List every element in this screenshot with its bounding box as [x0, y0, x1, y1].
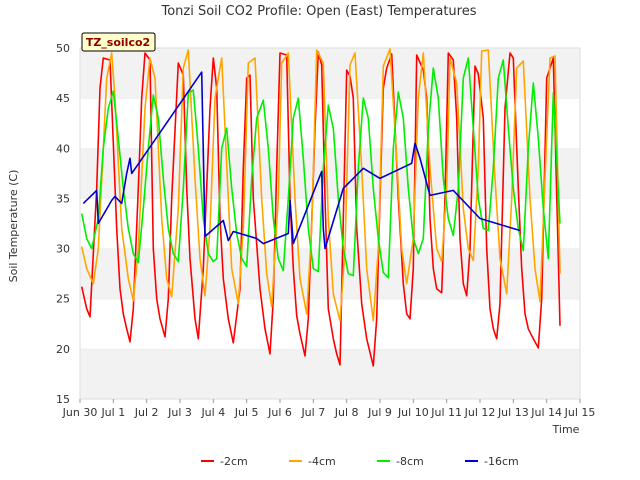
legend: -2cm -4cm -8cm -16cm	[201, 455, 519, 468]
chart-title: Tonzi Soil CO2 Profile: Open (East) Temp…	[160, 4, 476, 19]
x-tick-label: Jul 13	[497, 406, 529, 419]
x-tick-label: Jul 11	[430, 406, 462, 419]
series-line-2cm-0	[80, 51, 561, 367]
series-lines	[80, 48, 561, 367]
grid-band	[80, 348, 580, 399]
legend-label: -2cm	[220, 455, 248, 468]
y-tick-label: 45	[56, 92, 70, 105]
legend-label: -8cm	[396, 455, 424, 468]
x-tick-label: Jun 30	[62, 406, 98, 419]
series-line-8cm-2	[80, 57, 561, 279]
y-axis-label: Soil Temperature (C)	[7, 170, 20, 283]
grid-band	[80, 148, 580, 199]
grid-band	[80, 248, 580, 299]
x-axis-label: Time	[552, 423, 580, 436]
x-tick-label: Jul 4	[200, 406, 225, 419]
legend-label: -4cm	[308, 455, 336, 468]
y-tick-label: 50	[56, 42, 70, 55]
y-tick-label: 15	[56, 393, 70, 406]
grid-band	[80, 48, 580, 99]
series-line-4cm-1	[80, 48, 561, 322]
y-tick-label: 20	[56, 343, 70, 356]
y-tick-label: 25	[56, 293, 70, 306]
x-tick-label: Jul 1	[100, 406, 125, 419]
x-tick-label: Jul 2	[134, 406, 159, 419]
y-tick-label: 30	[56, 243, 70, 256]
plot-frame	[79, 47, 581, 400]
x-tick-label: Jul 14	[530, 406, 562, 419]
y-tick-label: 40	[56, 142, 70, 155]
legend-label: -16cm	[484, 455, 519, 468]
x-tick-label: Jul 9	[367, 406, 392, 419]
series-line-16cm-3	[82, 71, 521, 250]
site-tag: TZ_soilco2	[81, 32, 156, 52]
site-tag-text: TZ_soilco2	[86, 36, 150, 49]
x-tick-label: Jul 15	[564, 406, 596, 419]
x-tick-label: Jul 7	[300, 406, 325, 419]
x-tick-label: Jul 10	[397, 406, 429, 419]
axes: 15 20 25 30 35 40 45 50 Jun 30 Jul 1 Jul 2 Jul 3 Jul…	[56, 42, 595, 419]
x-tick-label: Jul 8	[334, 406, 359, 419]
x-tick-label: Jul 5	[234, 406, 259, 419]
y-tick-label: 35	[56, 192, 70, 205]
x-tick-label: Jul 6	[267, 406, 292, 419]
x-tick-label: Jul 12	[464, 406, 496, 419]
x-tick-label: Jul 3	[167, 406, 192, 419]
